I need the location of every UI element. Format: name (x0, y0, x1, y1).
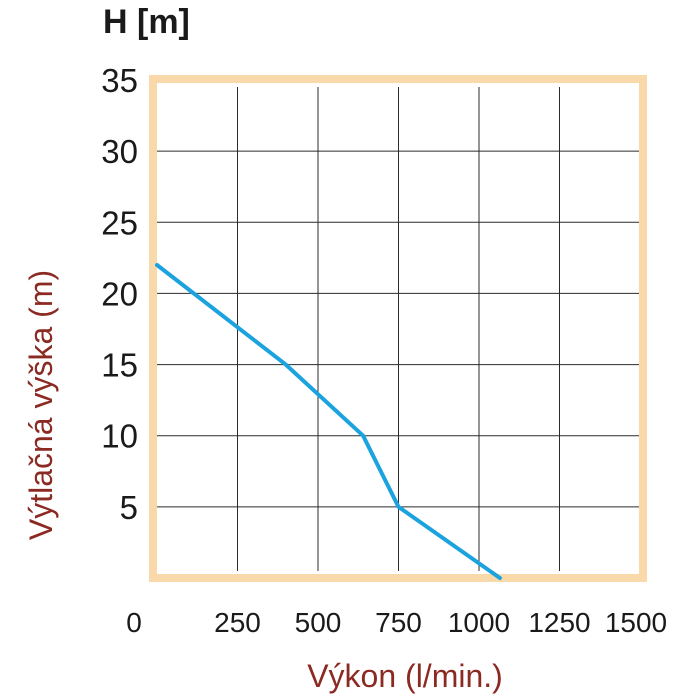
x-tick-labels: 0 250 500 750 1000 1250 1500 (126, 607, 667, 638)
x-axis-label: Výkon (l/min.) (307, 658, 503, 694)
y-axis-label: Výtlačná výška (m) (23, 270, 59, 540)
x-tick-label: 0 (126, 607, 142, 638)
series-line-0 (155, 263, 502, 580)
y-tick-label: 25 (101, 204, 138, 241)
y-tick-label: 10 (101, 418, 138, 455)
y-tick-labels: 5 10 15 20 25 30 35 (101, 62, 138, 526)
x-tick-label: 500 (295, 607, 342, 638)
x-tick-label: 1500 (605, 607, 667, 638)
y-tick-label: 30 (101, 133, 138, 170)
plot-frame (149, 75, 647, 582)
x-tick-label: 1000 (448, 607, 510, 638)
x-tick-label: 750 (375, 607, 422, 638)
y-tick-label: 15 (101, 347, 138, 384)
y-tick-label: 20 (101, 275, 138, 312)
y-tick-label: 35 (101, 62, 138, 99)
y-tick-label: 5 (120, 489, 138, 526)
x-tick-label: 1250 (528, 607, 590, 638)
x-tick-label: 250 (214, 607, 261, 638)
y-unit-label: H [m] (103, 3, 190, 41)
grid (157, 79, 639, 571)
series-layer (155, 263, 502, 580)
